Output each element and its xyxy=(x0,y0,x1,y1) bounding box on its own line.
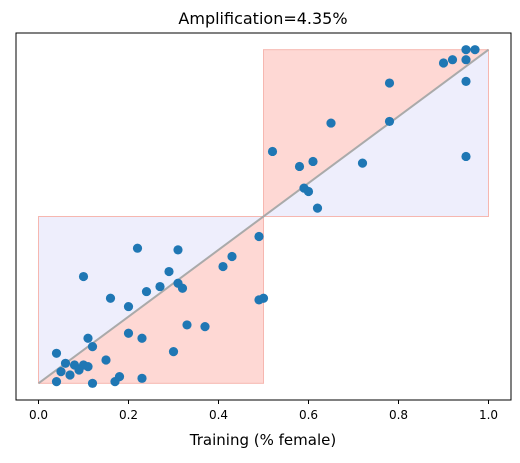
scatter-point-37 xyxy=(87,342,98,352)
scatter-point-19 xyxy=(173,245,183,255)
x-tick-label-5: 1.0 xyxy=(479,408,498,422)
scatter-point-27 xyxy=(141,286,152,297)
scatter-point-18 xyxy=(132,243,143,253)
scatter-point-30 xyxy=(254,295,264,305)
x-tick-label-3: 0.6 xyxy=(299,408,318,422)
scatter-point-7 xyxy=(384,116,395,127)
scatter-point-40 xyxy=(60,358,71,368)
scatter-point-25 xyxy=(177,283,188,293)
chart-title: Amplification=4.35% xyxy=(178,9,347,28)
scatter-point-39 xyxy=(51,348,62,358)
region-red-edge-2 xyxy=(263,49,489,217)
scatter-point-10 xyxy=(308,156,318,167)
scatter-point-36 xyxy=(83,333,93,343)
scatter-point-45 xyxy=(74,365,84,375)
scatter-point-52 xyxy=(87,378,98,388)
scatter-point-23 xyxy=(78,271,89,282)
scatter-point-1 xyxy=(470,45,480,55)
scatter-point-38 xyxy=(168,347,179,357)
scatter-point-20 xyxy=(227,251,237,262)
scatter-point-16 xyxy=(312,203,323,213)
x-tick-label-4: 0.8 xyxy=(389,408,408,422)
scatter-point-34 xyxy=(123,328,134,338)
axes-frame xyxy=(15,32,512,401)
scatter-point-2 xyxy=(447,55,458,65)
scatter-point-31 xyxy=(123,301,134,312)
scatter-point-13 xyxy=(294,161,305,172)
scatter-point-8 xyxy=(326,118,336,128)
x-tick-label-1: 0.2 xyxy=(119,408,138,422)
scatter-point-44 xyxy=(83,362,93,372)
scatter-point-41 xyxy=(101,355,111,365)
scatter-point-0 xyxy=(461,45,471,55)
scatter-point-26 xyxy=(155,281,165,292)
x-tick-label-0: 0.0 xyxy=(29,408,48,422)
scatter-point-5 xyxy=(384,78,395,88)
scatter-point-32 xyxy=(182,320,192,330)
scatter-point-47 xyxy=(56,367,66,377)
scatter-point-15 xyxy=(303,186,314,197)
scatter-point-28 xyxy=(105,293,116,303)
scatter-point-12 xyxy=(461,151,471,162)
scatter-point-9 xyxy=(267,146,278,157)
scatter-point-6 xyxy=(461,76,471,86)
x-axis-label: Training (% female) xyxy=(189,431,336,449)
scatter-point-46 xyxy=(65,370,75,380)
scatter-point-49 xyxy=(137,373,147,383)
scatter-point-4 xyxy=(438,58,449,68)
plot-area xyxy=(37,45,490,388)
scatter-point-3 xyxy=(461,55,471,65)
scatter-point-22 xyxy=(218,261,228,272)
scatter-point-50 xyxy=(51,377,62,387)
scatter-point-33 xyxy=(200,322,210,332)
scatter-point-17 xyxy=(254,231,264,242)
x-tick-label-2: 0.4 xyxy=(209,408,228,422)
scatter-point-11 xyxy=(357,158,368,168)
scatter-point-51 xyxy=(110,377,120,387)
scatter-point-21 xyxy=(164,266,174,277)
diagonal-line xyxy=(37,48,490,385)
x-axis-ticks: 0.0 0.2 0.4 0.6 0.8 1.0 xyxy=(29,400,498,422)
scatter-point-35 xyxy=(137,333,147,343)
